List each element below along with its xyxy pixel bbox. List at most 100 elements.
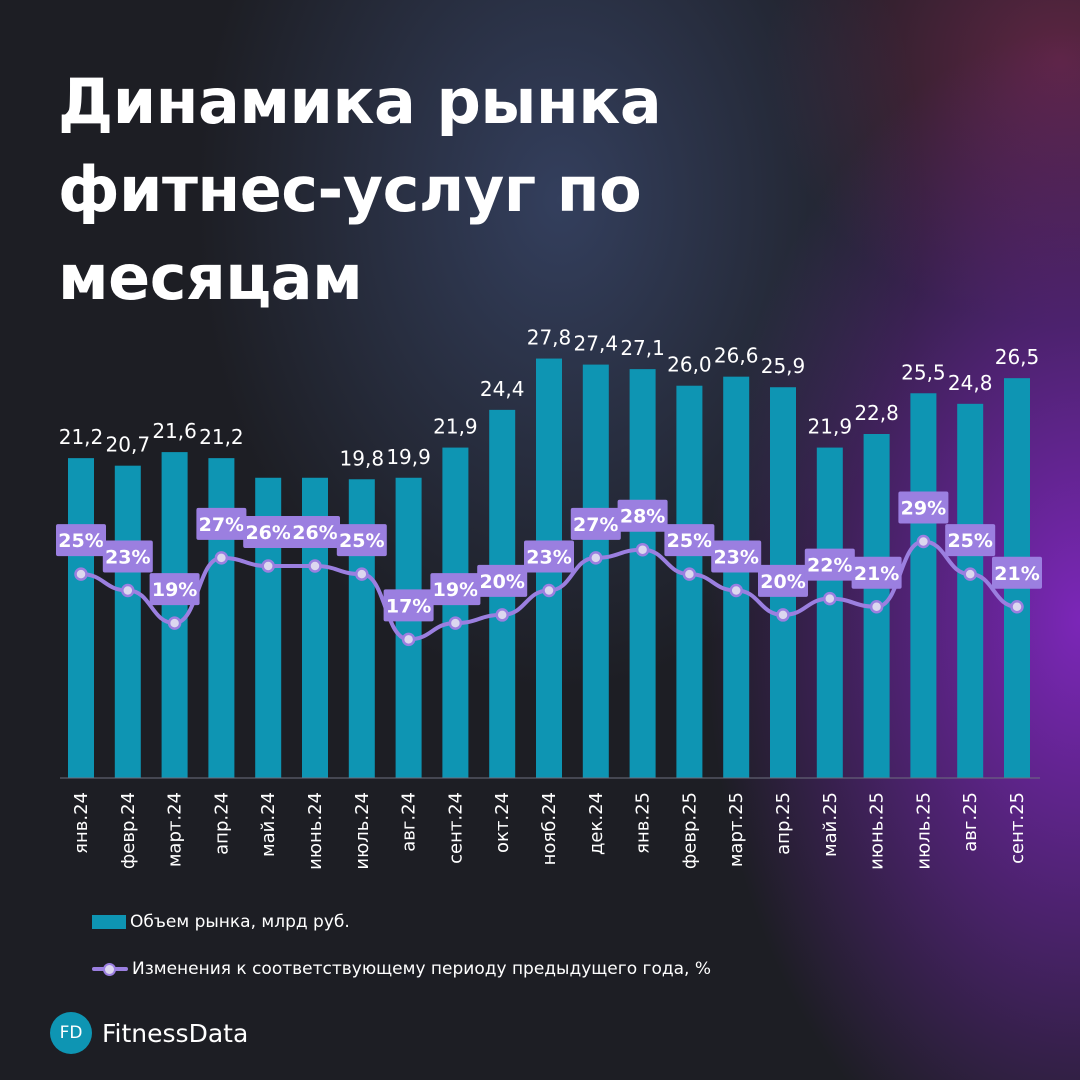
x-tick-label: апр.24 <box>211 792 232 855</box>
x-tick-label: сент.24 <box>445 792 466 864</box>
legend-bar-label: Объем рынка, млрд руб. <box>130 912 350 932</box>
percent-label: 19% <box>433 579 478 601</box>
x-tick-label: янв.24 <box>71 792 92 854</box>
bar-value-label: 26,0 <box>667 353 712 377</box>
line-point-9 <box>448 616 463 630</box>
line-point-20 <box>963 567 977 581</box>
bar-value-label: 19,8 <box>340 446 385 470</box>
x-tick-label: июнь.25 <box>867 792 888 870</box>
bar-2 <box>114 465 141 778</box>
line-point-4 <box>214 551 229 565</box>
x-tick-label: апр.25 <box>773 792 794 855</box>
percent-label: 21% <box>994 563 1039 585</box>
brand-name: FitnessData <box>102 1018 249 1048</box>
line-point-19 <box>916 534 931 549</box>
bars-layer <box>68 358 1030 778</box>
legend-line-swatch <box>92 962 128 976</box>
percent-label-box <box>945 524 996 557</box>
bar-value-label: 27,4 <box>574 332 619 356</box>
line-point-7 <box>355 567 369 581</box>
line-point-8 <box>401 632 416 647</box>
bar-9 <box>442 447 469 778</box>
percent-label-box <box>992 556 1042 589</box>
percent-label: 26% <box>245 522 290 544</box>
percent-label-box <box>804 548 855 581</box>
bar-15 <box>723 376 750 778</box>
percent-label: 27% <box>199 514 244 536</box>
percent-label-box <box>383 589 434 622</box>
x-tick-labels: янв.24 февр.24 март.24 апр.24 май.24 июнь.24 и… <box>71 792 1028 870</box>
x-tick-label: май.25 <box>820 792 841 857</box>
x-tick-label: дек.24 <box>586 792 607 855</box>
line-point-16 <box>776 608 790 622</box>
percent-label-box <box>758 564 808 597</box>
x-tick-label: нояб.24 <box>539 792 560 865</box>
bar-12 <box>582 364 609 778</box>
x-tick-label: янв.25 <box>633 792 654 854</box>
x-tick-label: июль.25 <box>913 792 934 870</box>
bar-8 <box>395 477 422 778</box>
bar-value-label: 26,6 <box>714 344 759 368</box>
line-point-12 <box>589 551 603 565</box>
percent-label-box <box>477 564 528 597</box>
percent-label: 25% <box>947 530 992 552</box>
x-tick-label: авг.24 <box>399 792 420 852</box>
line-point-15 <box>729 583 743 598</box>
bar-value-label: 19,9 <box>386 445 431 469</box>
line-point-6 <box>308 559 322 573</box>
percent-label: 28% <box>620 506 665 528</box>
x-tick-label: июнь.24 <box>305 792 326 870</box>
bar-value-label: 21,9 <box>433 415 478 439</box>
brand: FD FitnessData <box>50 1012 248 1054</box>
percent-label: 27% <box>573 514 618 536</box>
legend-bar-swatch <box>92 915 126 929</box>
percent-label-box <box>664 524 715 557</box>
x-tick-label: окт.24 <box>492 792 513 853</box>
bar-1 <box>68 458 94 778</box>
percent-label: 23% <box>713 546 758 568</box>
legend-line-label: Изменения к соответствующему периоду пре… <box>132 959 711 979</box>
line-point-11 <box>542 583 556 598</box>
percent-label: 25% <box>339 530 384 552</box>
bar-value-labels: 21,2 20,721,6 21,219,8 19,921,924,427,8 27,4… <box>59 326 1040 471</box>
bar-value-label: 21,2 <box>199 425 244 449</box>
percent-label: 19% <box>152 579 197 601</box>
bar-value-label: 20,7 <box>106 433 151 457</box>
percent-label: 22% <box>807 555 852 577</box>
percent-label-box <box>617 499 668 532</box>
line-layer <box>74 534 1024 647</box>
percent-label: 20% <box>479 571 524 593</box>
percent-label-box <box>524 540 574 573</box>
bar-3 <box>161 452 188 778</box>
line-point-13 <box>635 542 650 557</box>
line-point-14 <box>682 567 697 581</box>
percent-label: 25% <box>667 530 712 552</box>
x-tick-label: февр.24 <box>118 792 139 869</box>
percent-label-box <box>430 573 481 606</box>
percent-label-box <box>56 524 106 557</box>
percent-label-box <box>711 540 762 573</box>
bar-7 <box>348 479 375 778</box>
bar-19 <box>910 393 937 778</box>
percent-label: 26% <box>292 522 337 544</box>
x-tick-label: авг.25 <box>960 792 981 852</box>
line-point-18 <box>869 600 884 614</box>
bar-value-label: 24,8 <box>948 371 993 395</box>
x-tick-label: март.24 <box>165 792 186 867</box>
legend-item-line: Изменения к соответствующему периоду пре… <box>92 959 711 979</box>
bar-value-label: 26,5 <box>995 345 1040 369</box>
bar-value-label: 24,4 <box>480 377 525 401</box>
percent-label-box <box>898 491 949 524</box>
line-point-10 <box>495 608 509 622</box>
percent-label: 29% <box>901 498 946 520</box>
line-point-3 <box>167 616 182 630</box>
percent-label-box <box>243 516 294 548</box>
bar-value-label: 27,1 <box>620 336 665 360</box>
line-point-2 <box>121 583 135 598</box>
percent-label-box <box>290 516 340 548</box>
x-tick-label: февр.25 <box>679 792 700 869</box>
percent-label-box <box>336 524 387 557</box>
percent-label: 23% <box>526 546 571 568</box>
bar-13 <box>629 369 656 778</box>
bar-17 <box>816 447 843 778</box>
